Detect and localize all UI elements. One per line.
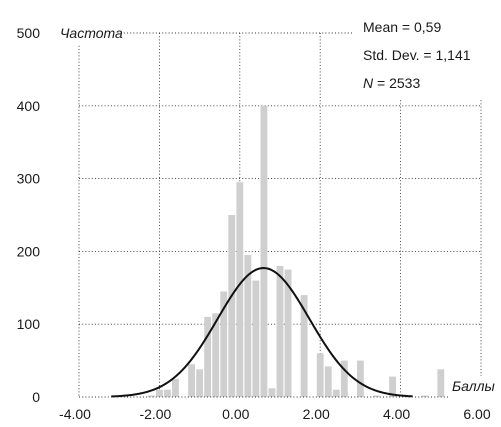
histogram-bar	[332, 389, 340, 397]
y-tick-label: 0	[32, 389, 40, 405]
x-axis-title: Баллы	[452, 378, 496, 394]
histogram-bar	[164, 389, 171, 397]
histogram-bar	[220, 291, 228, 397]
y-axis-title: Частота	[60, 25, 123, 41]
x-tick-label: 2.00	[303, 406, 330, 422]
stat-mean: Mean = 0,59	[363, 19, 441, 35]
stat-n-value: = 2533	[373, 75, 420, 91]
histogram-bar	[268, 388, 276, 397]
histogram-bar	[147, 395, 155, 397]
x-tick-label: 4.00	[383, 406, 410, 422]
histogram-bar	[155, 389, 163, 397]
histogram-bar	[212, 313, 220, 397]
histogram-bar	[236, 182, 244, 397]
x-tick-label: -4.00	[59, 406, 91, 422]
histogram-bar	[324, 366, 332, 397]
histogram-bar	[300, 295, 308, 397]
normal-distribution-curve	[111, 267, 413, 398]
y-tick-label: 200	[17, 243, 41, 259]
stat-n-label: N	[363, 75, 374, 91]
y-tick-label: 500	[17, 25, 41, 41]
histogram-bar	[373, 395, 380, 397]
histogram-bar	[260, 105, 268, 398]
y-axis-title-bg	[58, 22, 118, 44]
y-tick-label: 100	[17, 316, 41, 332]
histogram-bar	[172, 378, 179, 397]
histogram-bar	[204, 316, 212, 397]
histogram-bar	[276, 265, 284, 397]
stat-std-dev: Std. Dev. = 1,141	[363, 47, 471, 63]
x-tick-label: -2.00	[139, 406, 171, 422]
y-tick-label: 300	[17, 171, 41, 187]
x-tick-label: 6.00	[463, 406, 490, 422]
histogram-bars	[115, 105, 445, 398]
histogram-bar	[252, 280, 260, 397]
x-axis-title-bg	[448, 376, 501, 398]
histogram-bar	[340, 360, 348, 397]
histogram-bar	[196, 369, 204, 397]
histogram-bar	[437, 369, 445, 397]
stats-box	[352, 12, 501, 98]
x-tick-label: 0.00	[222, 406, 249, 422]
histogram-bar	[421, 395, 429, 397]
y-tick-label: 400	[17, 98, 41, 114]
histogram-bar	[356, 360, 364, 397]
tick-labels: 0 100 200 300 400 500 -4.00 -2.00 0.00 2.00 4.00 6.…	[17, 25, 491, 422]
stat-n: N = 2533	[363, 75, 420, 91]
histogram-bar	[188, 364, 195, 397]
histogram-bar	[284, 269, 292, 397]
histogram-bar	[244, 255, 252, 397]
histogram-bar	[389, 376, 396, 397]
histogram-bar	[228, 215, 236, 397]
histogram-bar	[316, 353, 324, 397]
